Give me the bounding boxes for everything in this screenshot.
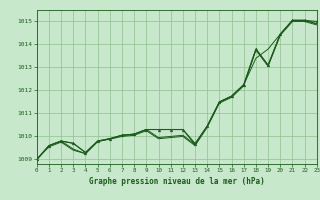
X-axis label: Graphe pression niveau de la mer (hPa): Graphe pression niveau de la mer (hPa) xyxy=(89,177,265,186)
